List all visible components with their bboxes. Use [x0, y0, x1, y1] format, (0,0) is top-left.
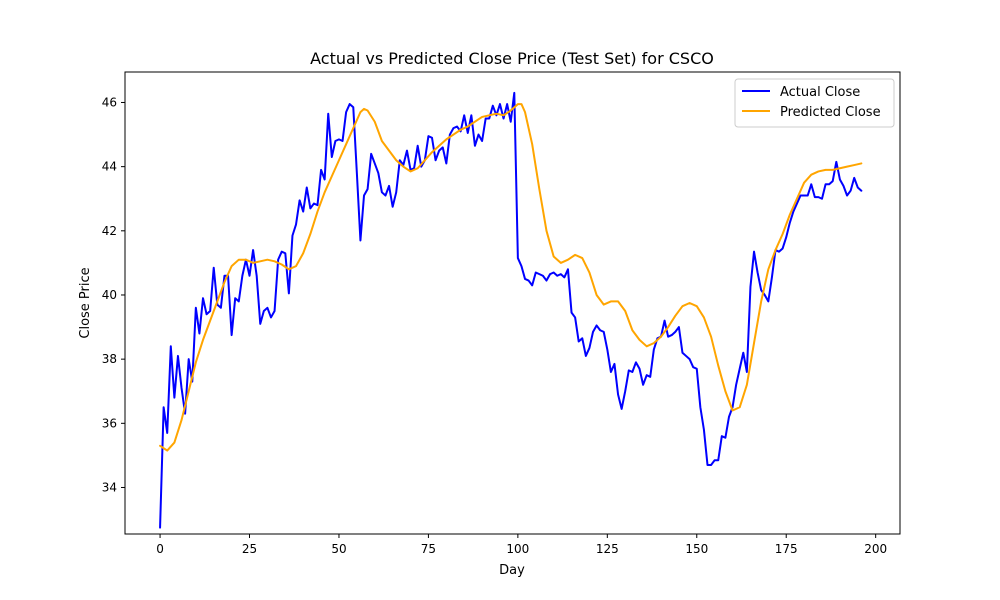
- x-tick-label: 75: [421, 542, 436, 556]
- x-tick-label: 25: [242, 542, 257, 556]
- legend: Actual Close Predicted Close: [734, 78, 895, 128]
- y-tick-label: 34: [102, 480, 117, 494]
- y-tick-label: 40: [102, 288, 117, 302]
- y-tick-label: 38: [102, 352, 117, 366]
- x-tick-label: 0: [156, 542, 164, 556]
- x-axis-label: Day: [499, 563, 525, 578]
- actual-close-line: [159, 91, 863, 529]
- x-tick-label: 175: [775, 542, 798, 556]
- y-tick-label: 42: [102, 224, 117, 238]
- y-tick-label: 44: [102, 160, 117, 174]
- y-axis-label: Close Price: [78, 267, 93, 338]
- predicted-close-line: [159, 103, 863, 452]
- axes-frame: [124, 71, 901, 535]
- x-tick-label: 50: [331, 542, 346, 556]
- legend-label-actual: Actual Close: [780, 85, 860, 100]
- legend-label-predicted: Predicted Close: [780, 105, 881, 120]
- legend-frame: [734, 78, 895, 128]
- plot-area: 0 25 50 75 100 125 150 175 200 34 36 38 40 42 44 46: [102, 71, 901, 556]
- y-tick-label: 46: [102, 95, 117, 109]
- x-tick-label: 150: [685, 542, 708, 556]
- y-tick-label: 36: [102, 416, 117, 430]
- x-tick-label: 125: [596, 542, 619, 556]
- x-tick-label: 100: [506, 542, 529, 556]
- x-tick-label: 200: [864, 542, 887, 556]
- chart-title: Actual vs Predicted Close Price (Test Se…: [310, 49, 714, 68]
